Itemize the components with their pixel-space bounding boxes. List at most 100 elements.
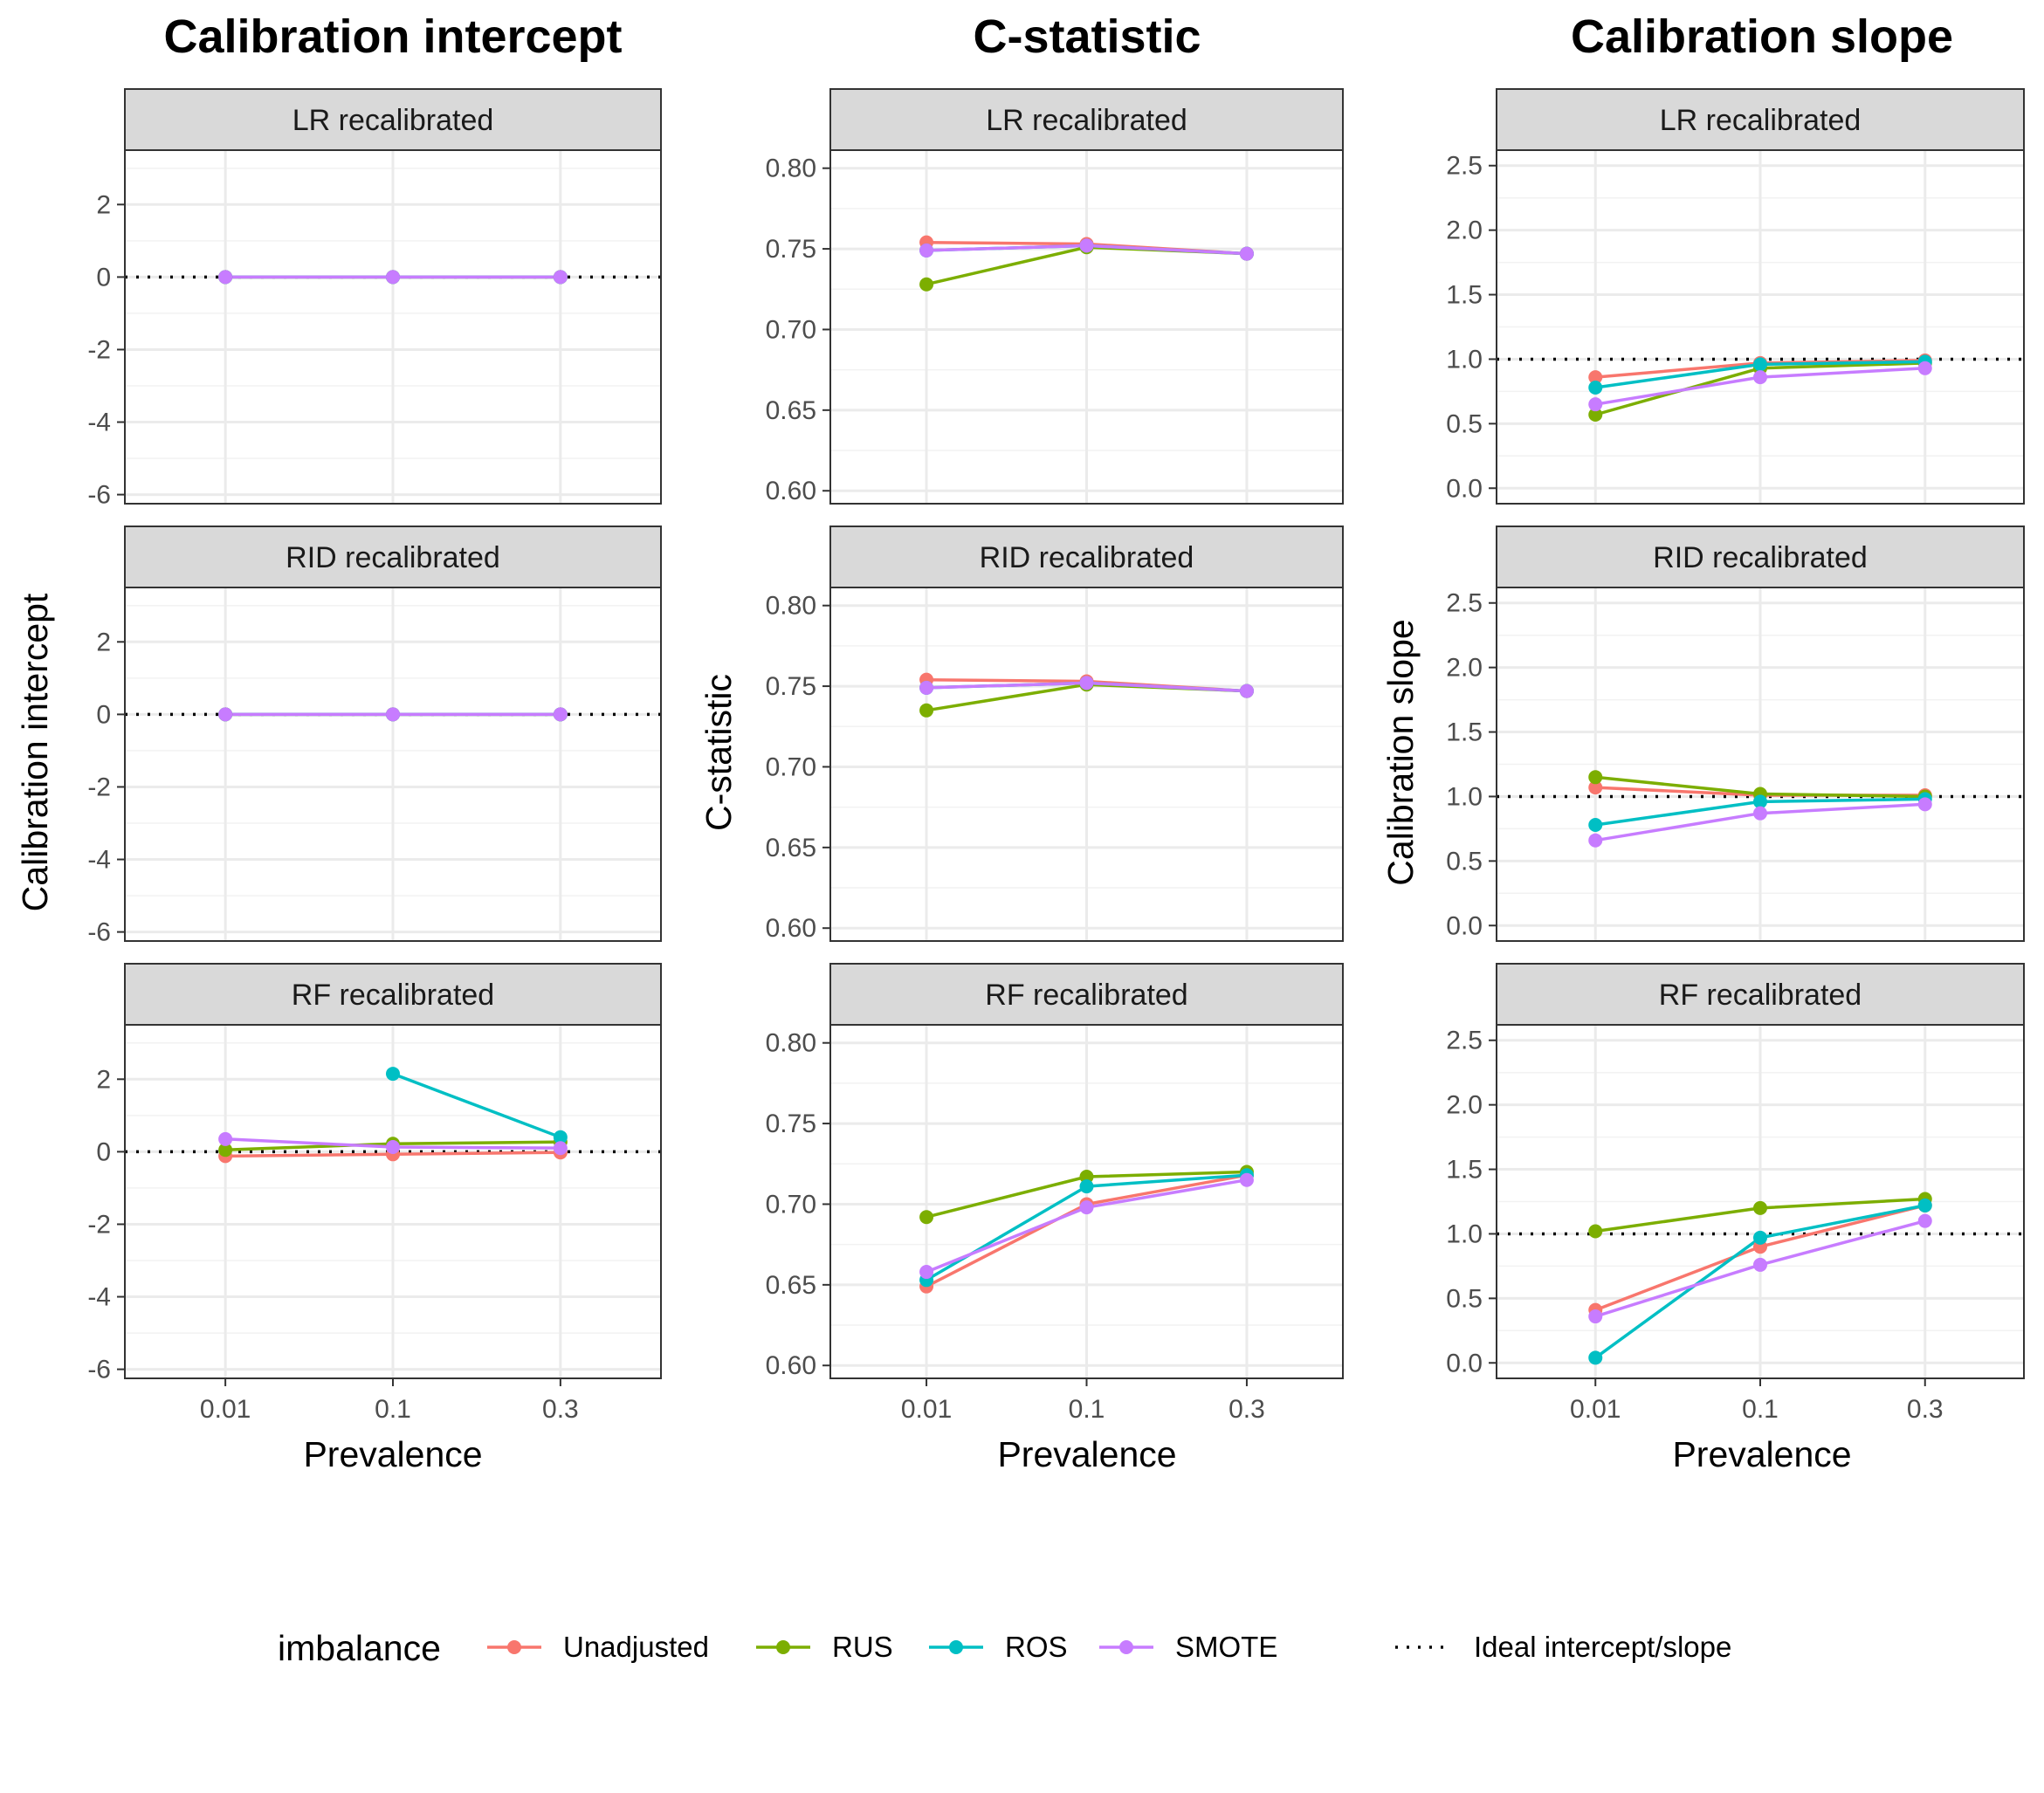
strip-background bbox=[124, 526, 662, 588]
data-point-smote bbox=[386, 270, 400, 285]
data-point-rus bbox=[218, 1143, 233, 1158]
data-point-rus bbox=[1588, 770, 1603, 785]
y-tick-label: 0.65 bbox=[766, 834, 816, 862]
y-tick-label: 0.65 bbox=[766, 1271, 816, 1300]
y-tick-label: 2 bbox=[96, 628, 111, 656]
y-tick-label: -4 bbox=[87, 409, 111, 437]
legend-item-smote: SMOTE bbox=[1099, 1631, 1277, 1663]
panel-calibration-slope-lr-recalibrated: LR recalibrated 0.0 0.5 1.0 1.5 2.0 2.5 bbox=[1446, 88, 2025, 505]
data-point-rus bbox=[919, 703, 934, 718]
data-point-smote bbox=[1588, 1309, 1603, 1324]
series-line-ros bbox=[392, 1072, 561, 1139]
panel-calibration-intercept-rid-recalibrated: RID recalibrated -6 -4 -2 0 2 bbox=[87, 526, 662, 947]
legend-item-ideal-reference: Ideal intercept/slope bbox=[1395, 1631, 1731, 1663]
y-tick-label: -4 bbox=[87, 846, 111, 875]
x-tick-label: 0.01 bbox=[901, 1395, 952, 1424]
column-title-c-statistic: C-statistic bbox=[973, 10, 1201, 63]
strip-background bbox=[829, 88, 1344, 151]
data-point-rus bbox=[1753, 1200, 1767, 1215]
strip-background bbox=[124, 88, 662, 151]
data-point-smote bbox=[1239, 246, 1254, 261]
data-point-ros bbox=[1588, 380, 1603, 395]
data-point-smote bbox=[553, 1141, 568, 1156]
data-point-smote bbox=[1917, 797, 1932, 812]
strip-label: LR recalibrated bbox=[292, 104, 494, 137]
data-point-unadjusted bbox=[1588, 370, 1603, 385]
y-tick-label: 0.80 bbox=[766, 592, 816, 621]
strip-label: RID recalibrated bbox=[286, 541, 500, 574]
strip-label: LR recalibrated bbox=[1660, 104, 1862, 137]
legend-label-unadjusted: Unadjusted bbox=[563, 1631, 709, 1663]
legend-item-rus: RUS bbox=[756, 1631, 893, 1663]
data-point-ros bbox=[1753, 1230, 1767, 1245]
data-point-smote bbox=[218, 1131, 233, 1146]
y-tick-label: 0.65 bbox=[766, 396, 816, 425]
legend-key-smote-dot bbox=[1119, 1640, 1133, 1654]
data-point-smote bbox=[1917, 1213, 1932, 1228]
x-axis-title-c-statistic: Prevalence bbox=[997, 1434, 1176, 1474]
data-point-smote bbox=[919, 1265, 934, 1280]
y-axis-title-calibration-slope: Calibration slope bbox=[1380, 619, 1421, 885]
panel-grid: LR recalibrated -6 -4 -2 0 2 RID recalibrated -… bbox=[87, 88, 2025, 1424]
data-point-smote bbox=[1079, 1200, 1094, 1215]
data-point-ros bbox=[386, 1067, 400, 1082]
y-tick-label: 2.0 bbox=[1446, 654, 1483, 683]
data-point-smote bbox=[1753, 806, 1767, 821]
data-point-smote bbox=[1917, 361, 1932, 375]
y-tick-label: 2.5 bbox=[1446, 589, 1483, 618]
strip-label: RID recalibrated bbox=[980, 541, 1194, 574]
y-tick-label: 0.5 bbox=[1446, 847, 1483, 876]
legend-key-unadjusted-dot bbox=[507, 1640, 521, 1654]
panel-calibration-intercept-lr-recalibrated: LR recalibrated -6 -4 -2 0 2 bbox=[87, 88, 662, 510]
x-axis-title-calibration-intercept: Prevalence bbox=[303, 1434, 482, 1474]
panel-calibration-slope-rf-recalibrated: RF recalibrated 0.0 0.5 1.0 1.5 2.0 2.5 0.01 0.1… bbox=[1446, 963, 2025, 1424]
y-tick-label: 1.0 bbox=[1446, 782, 1483, 811]
column-title-calibration-slope: Calibration slope bbox=[1571, 10, 1953, 63]
y-tick-label: 0.60 bbox=[766, 1351, 816, 1380]
data-point-rus bbox=[1079, 1170, 1094, 1185]
y-tick-label: 0.60 bbox=[766, 477, 816, 505]
y-tick-label: 1.5 bbox=[1446, 718, 1483, 747]
x-axis-title-calibration-slope: Prevalence bbox=[1672, 1434, 1851, 1474]
legend-item-ros: ROS bbox=[929, 1631, 1068, 1663]
strip-background bbox=[1496, 88, 2025, 151]
data-point-smote bbox=[1239, 684, 1254, 698]
y-tick-label: 0.75 bbox=[766, 235, 816, 264]
data-point-ros bbox=[1917, 1198, 1932, 1213]
panel-c-statistic-rid-recalibrated: RID recalibrated 0.60 0.65 0.70 0.75 0.80 bbox=[766, 526, 1344, 943]
legend-label-smote: SMOTE bbox=[1175, 1631, 1277, 1663]
x-tick-label: 0.1 bbox=[1069, 1395, 1105, 1424]
data-point-ros bbox=[1588, 817, 1603, 832]
x-tick-label: 0.1 bbox=[375, 1395, 411, 1424]
strip-label: RID recalibrated bbox=[1653, 541, 1868, 574]
panel-c-statistic-rf-recalibrated: RF recalibrated 0.60 0.65 0.70 0.75 0.80 0.01 0… bbox=[766, 963, 1344, 1424]
strip-label: RF recalibrated bbox=[1659, 979, 1862, 1012]
x-tick-label: 0.3 bbox=[542, 1395, 579, 1424]
y-tick-label: 2.5 bbox=[1446, 152, 1483, 181]
data-point-smote bbox=[919, 680, 934, 695]
panel-calibration-slope-rid-recalibrated: RID recalibrated 0.0 0.5 1.0 1.5 2.0 2.5 bbox=[1446, 526, 2025, 942]
y-tick-label: 0.0 bbox=[1446, 474, 1483, 503]
data-point-smote bbox=[1588, 397, 1603, 412]
y-tick-label: 0 bbox=[96, 263, 111, 292]
legend-key-rus-dot bbox=[776, 1640, 790, 1654]
data-point-smote bbox=[218, 707, 233, 722]
y-tick-label: 0.5 bbox=[1446, 1284, 1483, 1313]
y-tick-label: 1.5 bbox=[1446, 1156, 1483, 1185]
data-point-rus bbox=[1588, 1224, 1603, 1239]
panel-calibration-intercept-rf-recalibrated: RF recalibrated -6 -4 -2 0 2 0.01 0.1 0.3 bbox=[87, 963, 662, 1424]
y-tick-label: 0.75 bbox=[766, 672, 816, 701]
data-point-smote bbox=[386, 1139, 400, 1154]
data-point-smote bbox=[218, 270, 233, 285]
x-tick-label: 0.01 bbox=[200, 1395, 251, 1424]
y-tick-label: 0.0 bbox=[1446, 911, 1483, 940]
data-point-ros bbox=[1753, 794, 1767, 809]
y-tick-label: 1.0 bbox=[1446, 345, 1483, 374]
x-tick-label: 0.3 bbox=[1907, 1395, 1944, 1424]
data-point-ros bbox=[1588, 1350, 1603, 1365]
y-tick-label: -4 bbox=[87, 1283, 111, 1312]
legend-title: imbalance bbox=[278, 1628, 441, 1668]
legend-label-rus: RUS bbox=[832, 1631, 893, 1663]
y-tick-label: 0 bbox=[96, 1137, 111, 1166]
